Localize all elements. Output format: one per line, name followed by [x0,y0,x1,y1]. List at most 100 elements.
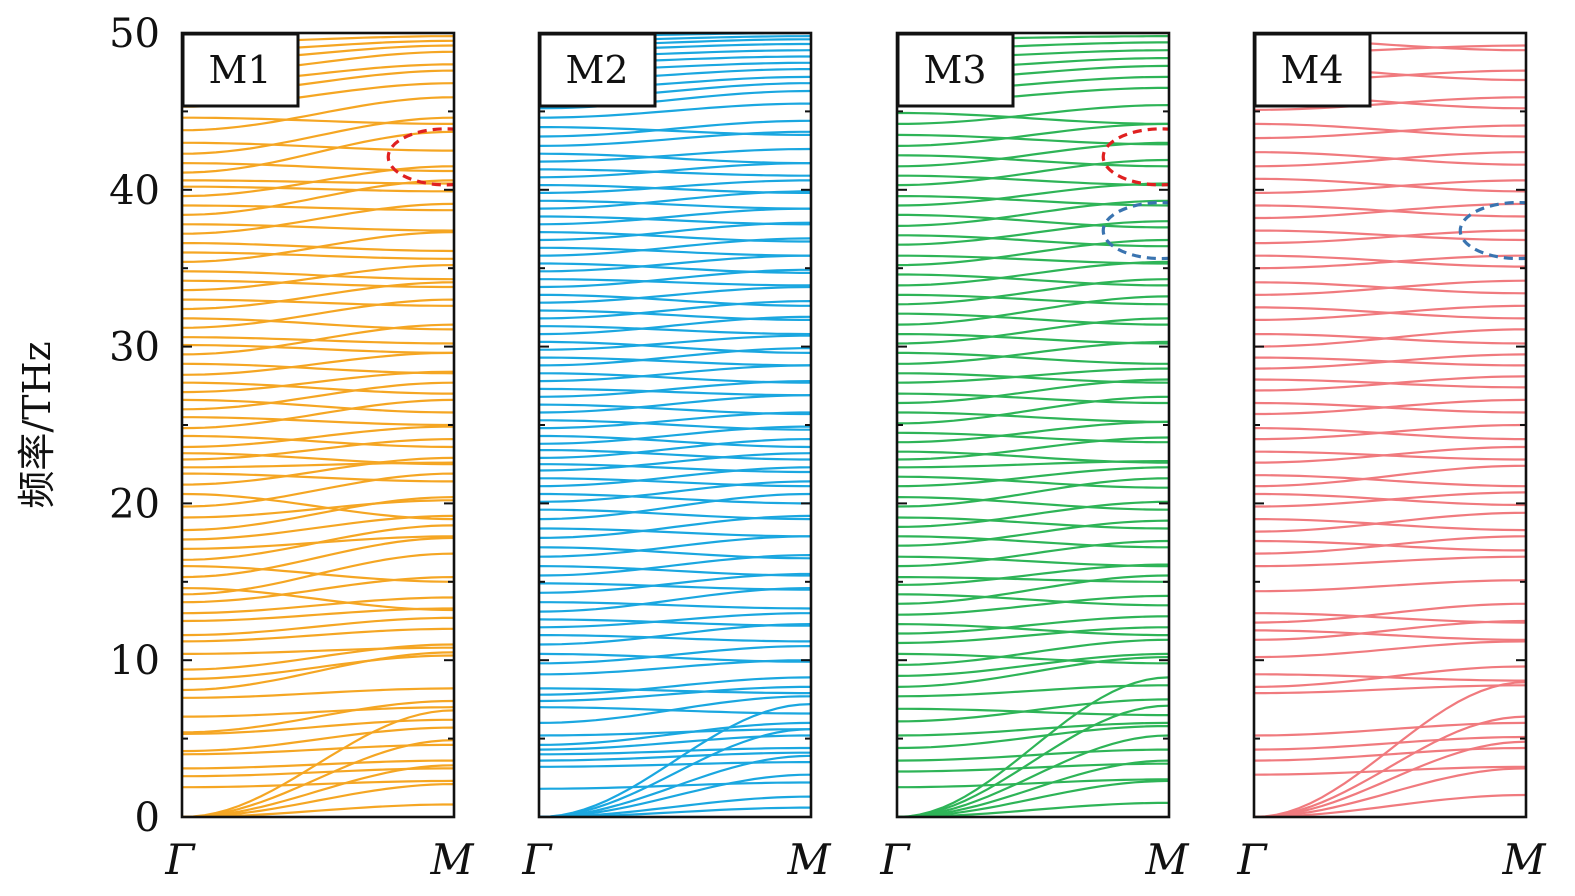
band-line [897,698,1169,723]
band-line [182,651,454,692]
band-line [539,334,811,351]
band-line [182,535,454,550]
band-line [539,254,811,273]
band-line [897,372,1169,384]
band-line [182,298,454,307]
band-line [539,434,811,449]
highlight-ellipse [1101,200,1169,261]
band-line [897,593,1169,607]
band-line [182,416,454,427]
band-line [897,317,1169,345]
band-line [1254,579,1526,593]
band-line [539,184,811,194]
panel-label: M2 [565,48,628,92]
highlight-ellipse [1101,127,1169,187]
band-line [897,725,1169,750]
band-line [897,133,1169,146]
band-line [897,278,1169,306]
band-line [897,154,1169,168]
kpoint-label-gamma: Γ [879,835,911,884]
band-line [1254,179,1526,194]
band-line [182,398,454,430]
band-line [182,279,454,289]
band-line [539,508,811,521]
band-line [539,162,811,179]
band-line [1254,122,1526,138]
band-line [897,519,1169,547]
band-line [897,254,1169,265]
band-line [897,615,1169,635]
band-line [897,295,1169,326]
panel-label: M3 [923,48,986,92]
band-line [182,536,454,579]
band-line [182,116,454,155]
band-line [897,574,1169,605]
band-line [539,546,811,560]
band-line [897,234,1169,248]
band-line [1254,684,1526,695]
band-line [539,262,811,274]
band-lines [1254,38,1526,817]
band-line [182,343,454,354]
band-line [897,704,1169,817]
band-line [1254,735,1526,751]
band-line [182,492,454,521]
band-line [539,372,811,384]
band-line [897,420,1169,444]
band-line [1254,767,1526,817]
band-line [539,706,811,715]
band-line [182,654,454,681]
band-line [182,162,454,173]
band-line [182,779,454,789]
highlight-ellipse [386,127,454,187]
band-line [182,743,454,756]
band-line [182,270,454,281]
band-line [539,761,811,768]
band-line [182,718,454,735]
kpoint-label-m: M [786,835,831,884]
band-line [897,199,1169,227]
band-line [897,111,1169,125]
band-line [182,242,454,253]
band-line [1254,629,1526,641]
band-line [1254,721,1526,737]
band-line [897,539,1169,568]
band-line [182,179,454,185]
band-line [539,231,811,243]
band-line [1254,602,1526,624]
band-line [539,687,811,695]
band-line [897,778,1169,789]
band-line [1254,401,1526,414]
band-line [182,204,454,212]
band-line [539,246,811,257]
band-line [1254,378,1526,389]
band-line [1254,474,1526,488]
band-line [897,475,1169,489]
band-line [182,381,454,395]
band-line [897,158,1169,187]
band-line [182,616,454,637]
band-line [1254,555,1526,568]
band-line [182,472,454,483]
band-line [1254,612,1526,624]
y-tick-label: 0 [135,795,160,841]
band-line [539,477,811,488]
band-line [897,500,1169,528]
band-line [897,638,1169,666]
kpoint-label-gamma: Γ [164,835,196,884]
band-line [539,565,811,577]
band-line [182,565,454,583]
band-line [897,293,1169,306]
band-line [897,623,1169,637]
band-line [539,387,811,397]
band-line [182,96,454,132]
y-tick-label: 20 [109,481,160,527]
band-line [897,141,1169,168]
band-line [182,251,454,260]
kpoint-label-gamma: Γ [521,835,553,884]
band-line [182,317,454,331]
band-line [539,364,811,383]
band-line [539,601,811,610]
band-line [897,392,1169,405]
